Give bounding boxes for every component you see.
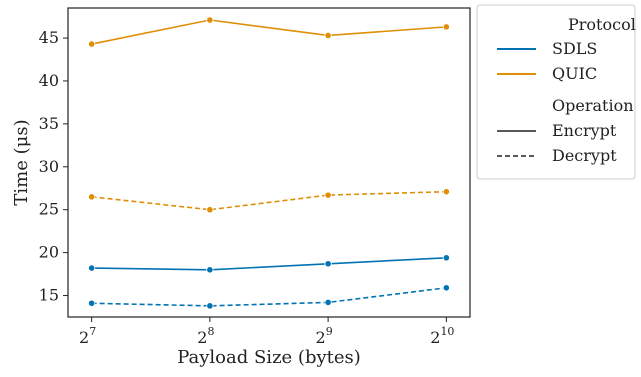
series-line-quic-decrypt [91,190,447,211]
y-tick-label: 45 [39,28,59,47]
y-tick-label: 30 [39,157,59,176]
data-point [324,191,332,199]
data-point [324,298,332,307]
legend-title-operation: Operation [552,96,634,115]
series-line-quic-encrypt [91,19,447,45]
data-point [324,260,332,268]
legend-title-protocol: Protocol [568,15,636,34]
y-tick-label: 35 [39,114,59,133]
legend-item-operation: Encrypt [552,121,617,140]
data-point [88,193,96,201]
x-tick-label: 27 [79,325,96,347]
x-axis-label: Payload Size (bytes) [177,347,361,368]
data-point [442,284,450,292]
data-point [88,299,96,307]
y-tick-label: 20 [39,243,59,262]
legend-item-operation: Decrypt [552,146,617,165]
data-point [324,31,332,40]
series-line-sdls-encrypt [91,256,447,271]
data-point [442,254,450,262]
data-point [442,188,450,196]
y-tick-label: 40 [39,71,59,90]
y-tick-label: 25 [39,200,59,219]
data-point [206,302,214,310]
data-point [88,40,96,48]
data-point [206,266,214,274]
data-point [88,264,96,272]
plot-frame [67,7,471,318]
y-axis-label: Time (μs) [11,119,32,205]
y-tick-label: 15 [39,286,59,305]
x-tick-label: 29 [316,325,333,347]
data-point [442,23,450,31]
data-point [206,206,214,214]
x-tick-label: 28 [197,325,214,347]
legend-item-protocol: SDLS [552,39,597,58]
series-line-sdls-decrypt [91,287,447,307]
x-tick-label: 210 [430,325,454,347]
data-point [206,16,214,24]
legend-item-protocol: QUIC [552,64,597,83]
